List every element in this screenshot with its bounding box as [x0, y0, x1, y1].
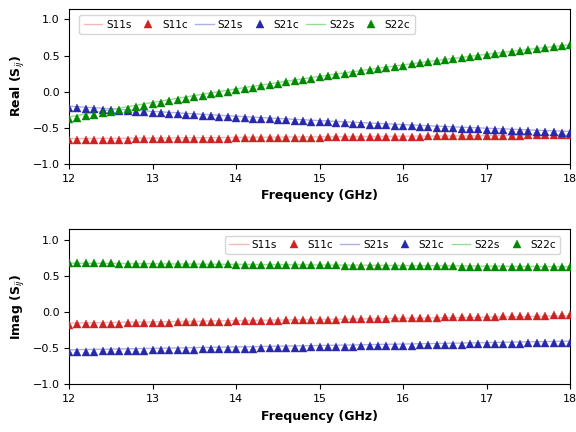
- Legend: S11s, S11c, S21s, S21c, S22s, S22c: S11s, S11c, S21s, S21c, S22s, S22c: [79, 16, 415, 34]
- X-axis label: Frequency (GHz): Frequency (GHz): [261, 189, 378, 202]
- Y-axis label: Real (S$_{ij}$): Real (S$_{ij}$): [9, 55, 27, 117]
- Legend: S11s, S11c, S21s, S21c, S22s, S22c: S11s, S11c, S21s, S21c, S22s, S22c: [225, 236, 560, 254]
- Y-axis label: Imag (S$_{ij}$): Imag (S$_{ij}$): [9, 274, 27, 340]
- X-axis label: Frequency (GHz): Frequency (GHz): [261, 410, 378, 423]
